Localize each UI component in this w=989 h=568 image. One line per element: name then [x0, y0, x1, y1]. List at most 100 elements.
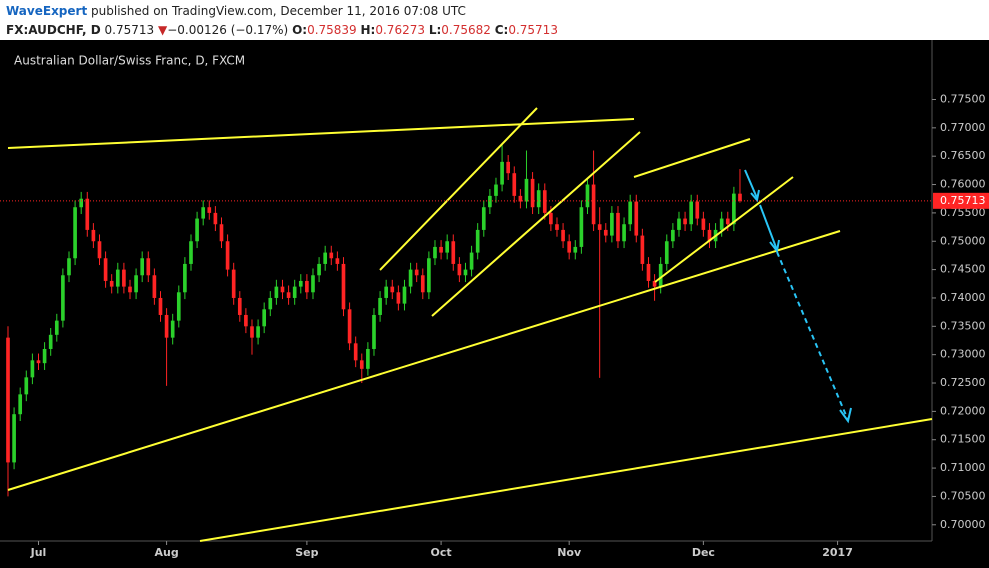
trend-line	[379, 107, 538, 271]
candle-body	[420, 275, 425, 293]
y-tick-label: 0.72000	[940, 404, 986, 417]
candle-body	[140, 258, 145, 276]
candle-body	[439, 246, 443, 253]
candle-body	[433, 246, 437, 259]
x-tick-label: Dec	[692, 546, 715, 559]
candle-body	[30, 360, 35, 378]
candle-body	[481, 207, 486, 230]
candle-body	[427, 258, 431, 293]
candle-body	[494, 184, 498, 196]
candle-body	[219, 224, 224, 242]
candle-body	[152, 275, 157, 298]
y-tick-label: 0.74000	[940, 291, 986, 304]
candle-body	[475, 229, 480, 253]
candle-body	[256, 326, 260, 338]
candle-body	[79, 198, 84, 208]
y-tick-label: 0.73000	[940, 348, 986, 361]
candle-body	[640, 235, 645, 264]
candle-body	[207, 207, 212, 213]
candle-body	[646, 263, 651, 281]
candle-body	[463, 269, 468, 276]
candle-body	[122, 269, 126, 287]
candle-body	[445, 241, 450, 253]
y-tick-label: 0.70000	[940, 518, 986, 531]
candle-body	[366, 348, 370, 369]
y-tick-label: 0.70500	[940, 489, 986, 502]
ohlc-label: O:	[292, 23, 307, 37]
candle-body	[390, 286, 395, 293]
candle-body	[323, 252, 328, 264]
candle-body	[725, 218, 730, 225]
candle-body	[402, 286, 407, 304]
last-price-label: 0.75713	[940, 194, 986, 207]
last-price-tag	[933, 192, 989, 209]
candle-body	[6, 337, 10, 463]
trend-line	[431, 131, 641, 317]
candle-body	[542, 190, 547, 213]
candle-body	[683, 218, 687, 225]
x-tick-label: Oct	[431, 546, 452, 559]
x-tick-label: 2017	[822, 546, 853, 559]
candle-body	[549, 212, 553, 225]
publisher[interactable]: WaveExpert	[6, 4, 87, 18]
candle-body	[652, 280, 657, 287]
candle-body	[457, 263, 462, 276]
candle-body	[378, 297, 382, 315]
trend-line	[7, 230, 841, 491]
candle-body	[585, 184, 590, 208]
candle-body	[24, 377, 29, 395]
change: −0.00126 (−0.17%)	[167, 23, 288, 37]
candle-body	[555, 224, 559, 230]
candle-body	[567, 241, 572, 253]
chart-title: Australian Dollar/Swiss Franc, D, FXCM	[14, 54, 245, 68]
candle-body	[97, 241, 102, 259]
candle-body	[176, 292, 181, 321]
candle-body	[268, 297, 273, 310]
candle-body	[183, 263, 187, 293]
ohlc-label: H:	[361, 23, 376, 37]
header-bg	[0, 0, 989, 40]
candle-body	[707, 229, 712, 242]
candle-body	[298, 280, 303, 287]
candle-body	[250, 326, 254, 338]
symbol: FX:AUDCHF, D	[6, 23, 101, 37]
y-tick-label: 0.77000	[940, 121, 986, 134]
candle-body	[42, 348, 47, 364]
candle-body	[664, 241, 669, 264]
candle-body	[12, 414, 16, 463]
candle-body	[311, 275, 315, 293]
candle-body	[603, 229, 608, 236]
candle-body	[622, 224, 626, 242]
candle-body	[164, 314, 169, 338]
candle-body	[274, 286, 279, 298]
header-line-2: FX:AUDCHF, D 0.75713 ▼−0.00126 (−0.17%) …	[6, 23, 558, 37]
candle-body	[201, 207, 206, 219]
arrow	[776, 251, 849, 421]
arrow-head	[839, 407, 852, 424]
candle-body	[103, 258, 108, 281]
last: 0.75713	[105, 23, 155, 37]
ohlc-value: 0.75682	[441, 23, 491, 37]
candle-body	[719, 218, 724, 230]
arrow	[744, 169, 758, 199]
ohlc-value: 0.75713	[508, 23, 558, 37]
candle-body	[506, 161, 511, 174]
y-tick-label: 0.76000	[940, 178, 986, 191]
candle-body	[85, 198, 90, 230]
candle-body	[597, 224, 602, 230]
candle-body	[579, 207, 584, 247]
candle-body	[225, 241, 230, 270]
candles	[6, 144, 742, 497]
candle-body	[469, 252, 474, 270]
candle-body	[286, 292, 291, 298]
candle-body	[573, 246, 578, 253]
candle-body	[61, 275, 65, 321]
ohlc-value: 0.75839	[307, 23, 357, 37]
candle-body	[36, 360, 41, 364]
projection-arrows	[744, 169, 852, 424]
candle-body	[231, 269, 236, 298]
x-tick-label: Nov	[557, 546, 582, 559]
plot-bg	[0, 40, 989, 568]
candle-body	[616, 212, 620, 242]
